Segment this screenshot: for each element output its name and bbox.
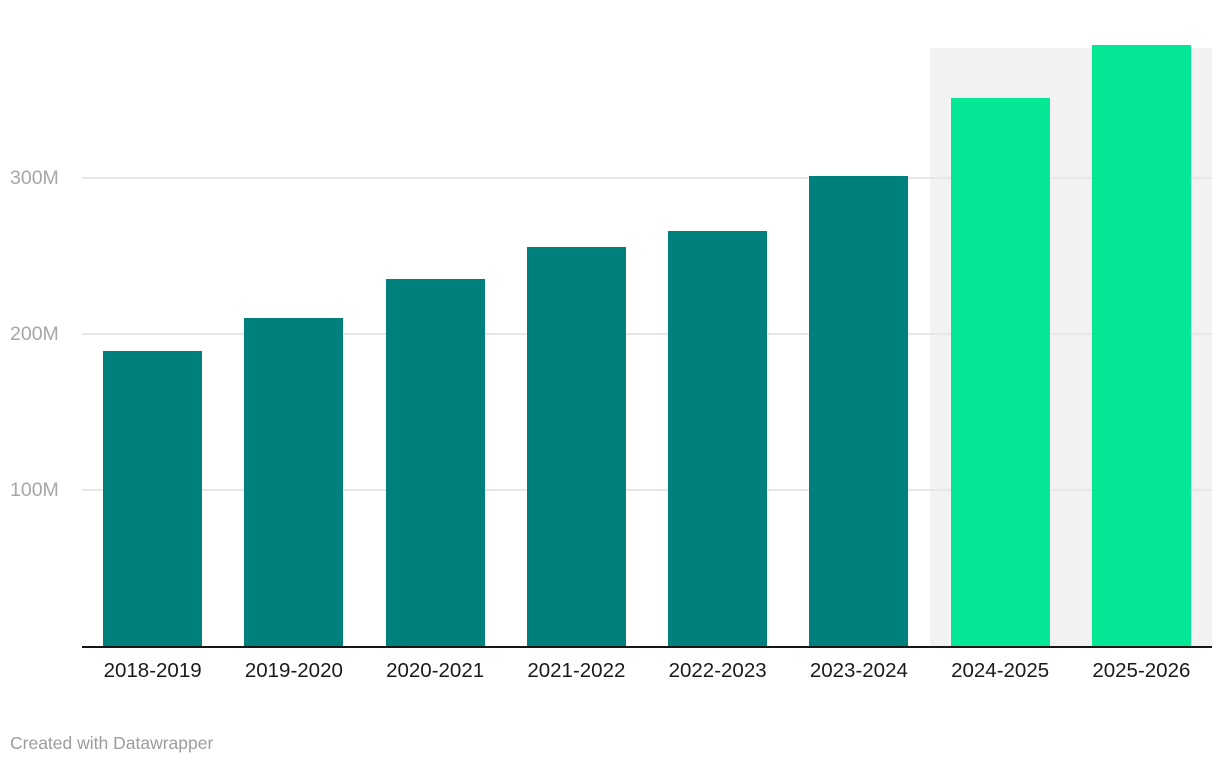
x-axis-line [82,646,1212,648]
grid-line-100m [82,489,1212,491]
y-axis-tick-label: 200M [10,323,59,345]
x-axis-label: 2022-2023 [668,659,767,682]
bar-2019-2020 [244,318,344,646]
x-axis-label: 2025-2026 [1092,659,1191,682]
bar-2022-2023 [668,231,768,646]
bar-2025-2026 [1091,45,1191,646]
bar-2020-2021 [385,279,485,646]
y-axis-tick-label: 300M [10,167,59,189]
bar-2021-2022 [526,246,626,646]
bar-2024-2025 [950,98,1050,646]
datawrapper-credit-link[interactable]: Created with Datawrapper [10,733,214,753]
x-axis-label: 2020-2021 [386,659,485,682]
x-axis-label: 2021-2022 [527,659,626,682]
x-axis-label: 2023-2024 [809,659,908,682]
x-axis-label: 2018-2019 [103,659,202,682]
x-axis-label: 2019-2020 [244,659,343,682]
grid-line-200m [82,333,1212,335]
grid-line-300m [82,177,1212,179]
bar-2023-2024 [809,176,909,646]
x-axis-label: 2024-2025 [951,659,1050,682]
bar-2018-2019 [103,351,203,646]
y-axis-tick-label: 100M [10,479,59,501]
